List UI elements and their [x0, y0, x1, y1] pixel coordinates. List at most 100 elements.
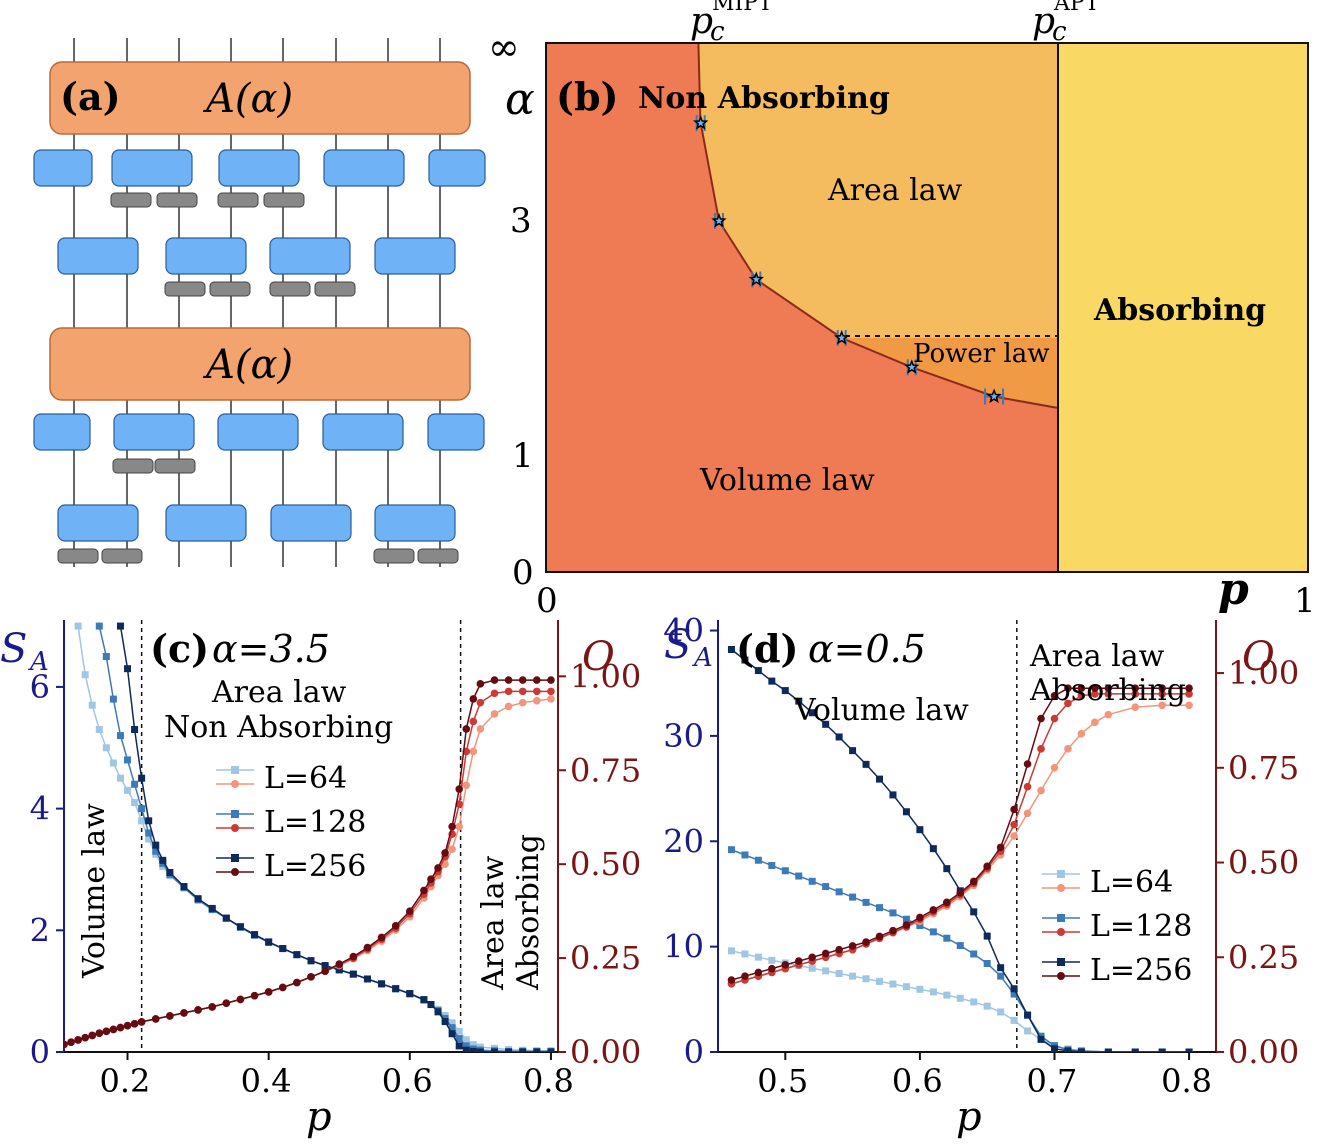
o-point [969, 877, 978, 886]
o-point [102, 1027, 111, 1036]
transition-star-marker [986, 388, 1002, 404]
sa-point [889, 980, 897, 988]
sa-point [476, 1048, 484, 1052]
measurement-block [101, 548, 143, 564]
sa-point [194, 895, 202, 903]
o-point [67, 1038, 75, 1047]
o-point [476, 698, 485, 707]
b-ytick-inf: ∞ [488, 25, 520, 69]
sa-point [138, 774, 146, 782]
legend-square [1057, 914, 1065, 922]
o-point [490, 689, 499, 698]
big-gate [49, 327, 471, 401]
o-point [377, 933, 386, 942]
o-point [469, 747, 478, 756]
o-point [504, 676, 513, 684]
sa-point [781, 687, 789, 695]
c-text-absorbing-rot: Absorbing [511, 834, 546, 991]
label-area-law: Area law [827, 173, 963, 208]
sa-point [983, 959, 991, 967]
sa-point [116, 732, 124, 740]
o-point [1091, 718, 1099, 727]
sa-point [363, 975, 371, 983]
sa-point [124, 786, 132, 794]
o-point [180, 1009, 188, 1017]
sa-point [180, 883, 188, 891]
transition-star-marker [833, 329, 850, 345]
measurement-block [57, 548, 99, 564]
o-point [123, 1021, 132, 1030]
pc-apt-sup: APT [1053, 0, 1100, 16]
sa-point [754, 856, 762, 864]
transition-star-marker [711, 212, 727, 228]
o-point [504, 702, 513, 711]
d-o-label: O [1242, 634, 1275, 680]
o-point [434, 864, 442, 872]
sa-point [822, 720, 830, 728]
pc-apt-label: p [1032, 1, 1055, 42]
o-point [1104, 710, 1113, 719]
region-area-law [698, 43, 1059, 408]
sa-point [970, 908, 978, 916]
o-point [469, 695, 478, 703]
sa-point [795, 872, 803, 880]
sa-point [849, 972, 857, 980]
o-point [1050, 714, 1059, 723]
sa-point [145, 835, 153, 843]
sa-point [138, 817, 146, 825]
transition-star-marker [904, 359, 920, 374]
panel-a-label: (a) [60, 74, 121, 119]
o-point [547, 676, 555, 684]
series-group [64, 622, 555, 1052]
o-point [1104, 690, 1113, 698]
sa-point [378, 980, 386, 988]
o-point [1185, 690, 1193, 698]
d-text-area-law: Area law [1029, 639, 1165, 674]
o-point [1037, 786, 1045, 795]
o-point [547, 687, 555, 696]
sa-point [462, 1042, 470, 1050]
measurement-block [154, 458, 196, 474]
o-point [109, 1025, 118, 1034]
right-tick-label: 1.00 [570, 657, 641, 695]
sa-point [251, 931, 259, 939]
panel-c-plot: 0.2 0.4 0.6 0.8 0 2 4 6 0.00 0.25 0.50 0.75 1.00 L=64… [0, 620, 641, 1140]
left-tick-label: 10 [663, 928, 704, 966]
sa-point [902, 983, 910, 991]
measurement-block [112, 458, 154, 474]
c-text-area-law: Area law [211, 675, 347, 710]
b-ylabel: α [505, 74, 535, 125]
o-point [848, 942, 857, 950]
panel-c-data: 0.2 0.4 0.6 0.8 0 2 4 6 0.00 0.25 0.50 0.75 1.00 L=64… [30, 620, 641, 1100]
sa-point [265, 938, 273, 946]
sa-point [916, 826, 924, 834]
o-point [929, 906, 938, 914]
right-tick-label: 0.75 [570, 751, 641, 789]
o-point [420, 886, 428, 895]
o-point [1023, 760, 1032, 768]
b-ytick-1: 1 [512, 436, 534, 476]
sa-point [997, 1008, 1005, 1016]
sa-point [741, 656, 749, 664]
o-point [88, 1031, 97, 1040]
o-point [835, 945, 843, 954]
x-tick-label: 0.8 [1161, 1062, 1212, 1100]
panel-d-plot: 0.5 0.6 0.7 0.8 0 10 20 30 40 0.00 0.25 0.50 0.75 1.0… [663, 612, 1299, 1140]
o-point [1010, 832, 1018, 840]
measurement-block [110, 192, 152, 208]
legend-square [1057, 958, 1065, 966]
circuit-gates [33, 61, 486, 564]
o-point [996, 843, 1005, 852]
unitary-gate [111, 149, 193, 187]
sa-point [131, 726, 139, 734]
o-point [1131, 684, 1140, 693]
b-ytick-0: 0 [512, 553, 534, 593]
unitary-gate [374, 237, 456, 275]
measurement-block [417, 548, 459, 564]
o-point [95, 1029, 104, 1038]
sa-point [781, 867, 789, 875]
o-point [406, 907, 414, 915]
unitary-gate [165, 504, 247, 542]
o-point [264, 988, 273, 996]
unitary-gate [428, 149, 486, 187]
